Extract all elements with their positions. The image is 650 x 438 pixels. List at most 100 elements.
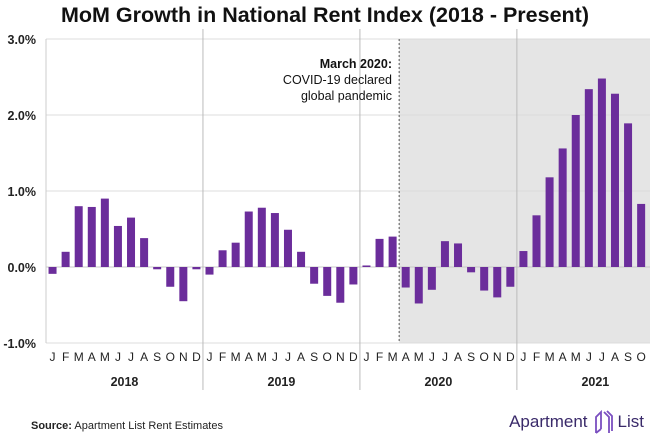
month-label: A bbox=[611, 350, 619, 364]
month-label: D bbox=[349, 350, 358, 364]
month-label: S bbox=[467, 350, 475, 364]
month-label: M bbox=[257, 350, 267, 364]
bar-2020-7 bbox=[440, 241, 449, 267]
month-label: J bbox=[272, 350, 278, 364]
logo-text-right: List bbox=[617, 412, 644, 431]
month-label: J bbox=[599, 350, 605, 364]
bar-2021-3 bbox=[545, 177, 554, 267]
month-label: J bbox=[207, 350, 213, 364]
month-label: S bbox=[310, 350, 318, 364]
bar-2018-4 bbox=[87, 206, 96, 267]
month-label: F bbox=[533, 350, 540, 364]
bar-2019-11 bbox=[336, 267, 345, 303]
chart-title: MoM Growth in National Rent Index (2018 … bbox=[60, 3, 589, 27]
bar-2020-8 bbox=[454, 243, 463, 267]
bar-2018-3 bbox=[74, 206, 83, 267]
bar-2019-8 bbox=[297, 251, 306, 267]
y-tick-label: -1.0% bbox=[3, 337, 36, 351]
y-tick-label: 2.0% bbox=[8, 109, 37, 123]
bar-2018-7 bbox=[127, 217, 136, 267]
bar-2018-1 bbox=[48, 267, 57, 274]
source-label: Source: bbox=[31, 420, 72, 432]
month-label: A bbox=[454, 350, 462, 364]
bar-2019-9 bbox=[310, 267, 319, 284]
y-tick-label: 0.0% bbox=[8, 261, 37, 275]
month-label: O bbox=[323, 350, 332, 364]
month-label: N bbox=[179, 350, 188, 364]
source-note: Source: Apartment List Rent Estimates bbox=[31, 420, 223, 432]
bar-2019-5 bbox=[257, 207, 266, 267]
logo-text-left: Apartment bbox=[509, 412, 588, 431]
month-label: M bbox=[388, 350, 398, 364]
month-label: J bbox=[285, 350, 291, 364]
bar-2020-11 bbox=[493, 267, 502, 298]
month-label: F bbox=[219, 350, 226, 364]
bar-2021-9 bbox=[624, 123, 633, 267]
bar-2019-1 bbox=[205, 267, 214, 275]
month-label: M bbox=[231, 350, 241, 364]
bar-2021-8 bbox=[610, 93, 619, 267]
bar-2021-7 bbox=[597, 78, 606, 268]
month-label: F bbox=[62, 350, 69, 364]
month-label: J bbox=[50, 350, 56, 364]
covid-annotation: March 2020: COVID-19 declared global pan… bbox=[283, 56, 392, 104]
month-label: A bbox=[402, 350, 410, 364]
bar-2020-5 bbox=[414, 267, 423, 304]
bar-2021-6 bbox=[584, 89, 593, 267]
bar-2019-3 bbox=[231, 242, 240, 267]
month-label: S bbox=[624, 350, 632, 364]
month-label: J bbox=[115, 350, 121, 364]
annotation-line-2: global pandemic bbox=[300, 89, 392, 103]
month-label: D bbox=[506, 350, 515, 364]
bar-2020-10 bbox=[480, 267, 489, 291]
month-label: A bbox=[88, 350, 96, 364]
month-label: A bbox=[559, 350, 567, 364]
bar-2021-2 bbox=[532, 215, 541, 267]
month-label: N bbox=[336, 350, 345, 364]
bar-2019-7 bbox=[283, 229, 292, 267]
month-label: A bbox=[140, 350, 148, 364]
bar-2018-8 bbox=[140, 238, 149, 267]
month-label: J bbox=[520, 350, 526, 364]
y-tick-label: 1.0% bbox=[8, 185, 37, 199]
month-label: M bbox=[414, 350, 424, 364]
month-label: J bbox=[128, 350, 134, 364]
month-label: A bbox=[245, 350, 253, 364]
annotation-line-1: COVID-19 declared bbox=[282, 73, 392, 87]
month-label: F bbox=[376, 350, 383, 364]
bar-2019-2 bbox=[218, 250, 227, 267]
bar-2021-10 bbox=[637, 203, 646, 267]
bar-2018-5 bbox=[100, 198, 109, 267]
bar-2020-12 bbox=[506, 267, 515, 287]
year-label: 2019 bbox=[268, 375, 296, 389]
source-text: Apartment List Rent Estimates bbox=[74, 420, 223, 432]
bar-2021-5 bbox=[571, 115, 580, 267]
bar-2018-6 bbox=[113, 225, 122, 267]
year-label: 2020 bbox=[424, 375, 452, 389]
year-label: 2021 bbox=[581, 375, 609, 389]
bar-2020-3 bbox=[388, 236, 397, 267]
month-label: M bbox=[545, 350, 555, 364]
month-label: O bbox=[166, 350, 175, 364]
month-label: O bbox=[480, 350, 489, 364]
bar-2018-9 bbox=[153, 267, 162, 270]
bar-2018-12 bbox=[192, 267, 201, 270]
bar-2021-4 bbox=[558, 148, 567, 267]
month-label: S bbox=[153, 350, 161, 364]
bar-2019-4 bbox=[244, 211, 253, 267]
month-label: J bbox=[442, 350, 448, 364]
bar-2020-6 bbox=[427, 267, 436, 290]
month-label: A bbox=[297, 350, 305, 364]
bar-2019-10 bbox=[323, 267, 332, 296]
year-label: 2018 bbox=[111, 375, 139, 389]
month-label: M bbox=[100, 350, 110, 364]
logo-mark-icon bbox=[594, 409, 613, 434]
bar-2019-6 bbox=[270, 213, 279, 267]
apartment-list-logo: Apartment List bbox=[509, 409, 644, 435]
bar-2018-10 bbox=[166, 267, 175, 287]
bar-2019-12 bbox=[349, 267, 358, 285]
bar-2020-1 bbox=[362, 265, 371, 267]
month-label: D bbox=[192, 350, 201, 364]
bar-2020-4 bbox=[401, 267, 410, 288]
